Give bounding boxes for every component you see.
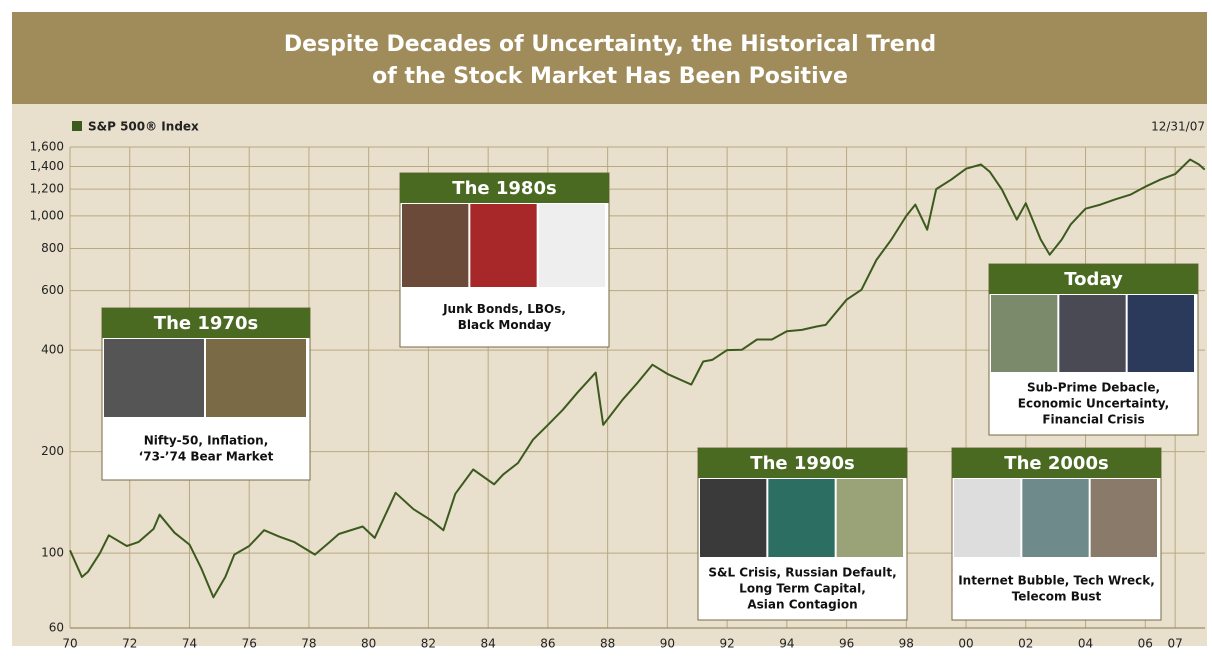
annotation-photo	[700, 479, 766, 557]
annotation-text: Telecom Bust	[1012, 590, 1102, 604]
annotation-photo	[539, 204, 605, 287]
annotation-photo	[470, 204, 536, 287]
annotation-photo	[768, 479, 834, 557]
y-tick-label: 800	[41, 241, 64, 255]
x-tick-label: 02	[1018, 637, 1033, 651]
annotation-title: Today	[1064, 269, 1123, 290]
y-tick-label: 100	[41, 546, 64, 560]
header-band	[12, 12, 1207, 104]
annotation-photo	[837, 479, 903, 557]
x-tick-label: 94	[779, 637, 794, 651]
annotation-photo	[1022, 479, 1088, 557]
x-tick-label: 88	[600, 637, 615, 651]
x-tick-label: 07	[1167, 637, 1182, 651]
x-tick-label: 98	[899, 637, 914, 651]
x-tick-label: 78	[301, 637, 316, 651]
x-tick-label: 76	[242, 637, 257, 651]
x-tick-label: 86	[540, 637, 555, 651]
chart: Despite Decades of Uncertainty, the Hist…	[0, 0, 1212, 656]
x-tick-label: 72	[122, 637, 137, 651]
annotation-title: The 1990s	[750, 453, 854, 474]
y-tick-label: 1,600	[30, 140, 64, 154]
y-tick-label: 400	[41, 343, 64, 357]
legend-label: S&P 500® Index	[88, 120, 199, 134]
annotation-text: Sub-Prime Debacle,	[1027, 381, 1160, 395]
annotation-text: Long Term Capital,	[739, 582, 866, 596]
annotation-text: Financial Crisis	[1042, 413, 1144, 427]
x-tick-label: 74	[182, 637, 197, 651]
annotation-photo	[1128, 295, 1194, 372]
annotation-text: S&L Crisis, Russian Default,	[708, 566, 896, 580]
annotation-title: The 1980s	[452, 178, 556, 199]
y-tick-label: 1,000	[30, 208, 64, 222]
x-tick-label: 04	[1078, 637, 1093, 651]
y-tick-label: 600	[41, 283, 64, 297]
annotation-photo	[1059, 295, 1125, 372]
annotation-photo	[991, 295, 1057, 372]
x-tick-label: 70	[62, 637, 77, 651]
annotation-photo	[402, 204, 468, 287]
legend-swatch	[72, 121, 82, 131]
y-tick-label: 60	[49, 621, 64, 635]
x-tick-label: 00	[958, 637, 973, 651]
chart-title: of the Stock Market Has Been Positive	[372, 64, 848, 89]
x-tick-label: 90	[660, 637, 675, 651]
x-tick-label: 96	[839, 637, 854, 651]
annotation-text: Internet Bubble, Tech Wreck,	[958, 574, 1155, 588]
y-tick-label: 1,200	[30, 182, 64, 196]
annotation-text: Nifty-50, Inflation,	[144, 434, 269, 448]
x-tick-label: 06	[1138, 637, 1153, 651]
annotation-photo	[206, 339, 306, 417]
date-note: 12/31/07	[1151, 120, 1205, 134]
annotation-text: Junk Bonds, LBOs,	[442, 302, 566, 316]
annotation-text: Economic Uncertainty,	[1018, 397, 1169, 411]
annotation-photo	[1091, 479, 1157, 557]
annotation-title: The 2000s	[1004, 453, 1108, 474]
y-tick-label: 1,400	[30, 159, 64, 173]
annotation-title: The 1970s	[154, 313, 258, 334]
x-tick-label: 92	[719, 637, 734, 651]
annotation-text: ‘73-’74 Bear Market	[139, 450, 274, 464]
annotation-text: Asian Contagion	[747, 598, 857, 612]
annotation-photo	[954, 479, 1020, 557]
annotation-text: Black Monday	[458, 318, 552, 332]
chart-title: Despite Decades of Uncertainty, the Hist…	[284, 32, 936, 57]
x-tick-label: 84	[481, 637, 496, 651]
x-tick-label: 82	[421, 637, 436, 651]
x-tick-label: 80	[361, 637, 376, 651]
page: {"chart_data": { "type": "line", "title"…	[0, 0, 1212, 660]
annotation-photo	[104, 339, 204, 417]
y-tick-label: 200	[41, 444, 64, 458]
